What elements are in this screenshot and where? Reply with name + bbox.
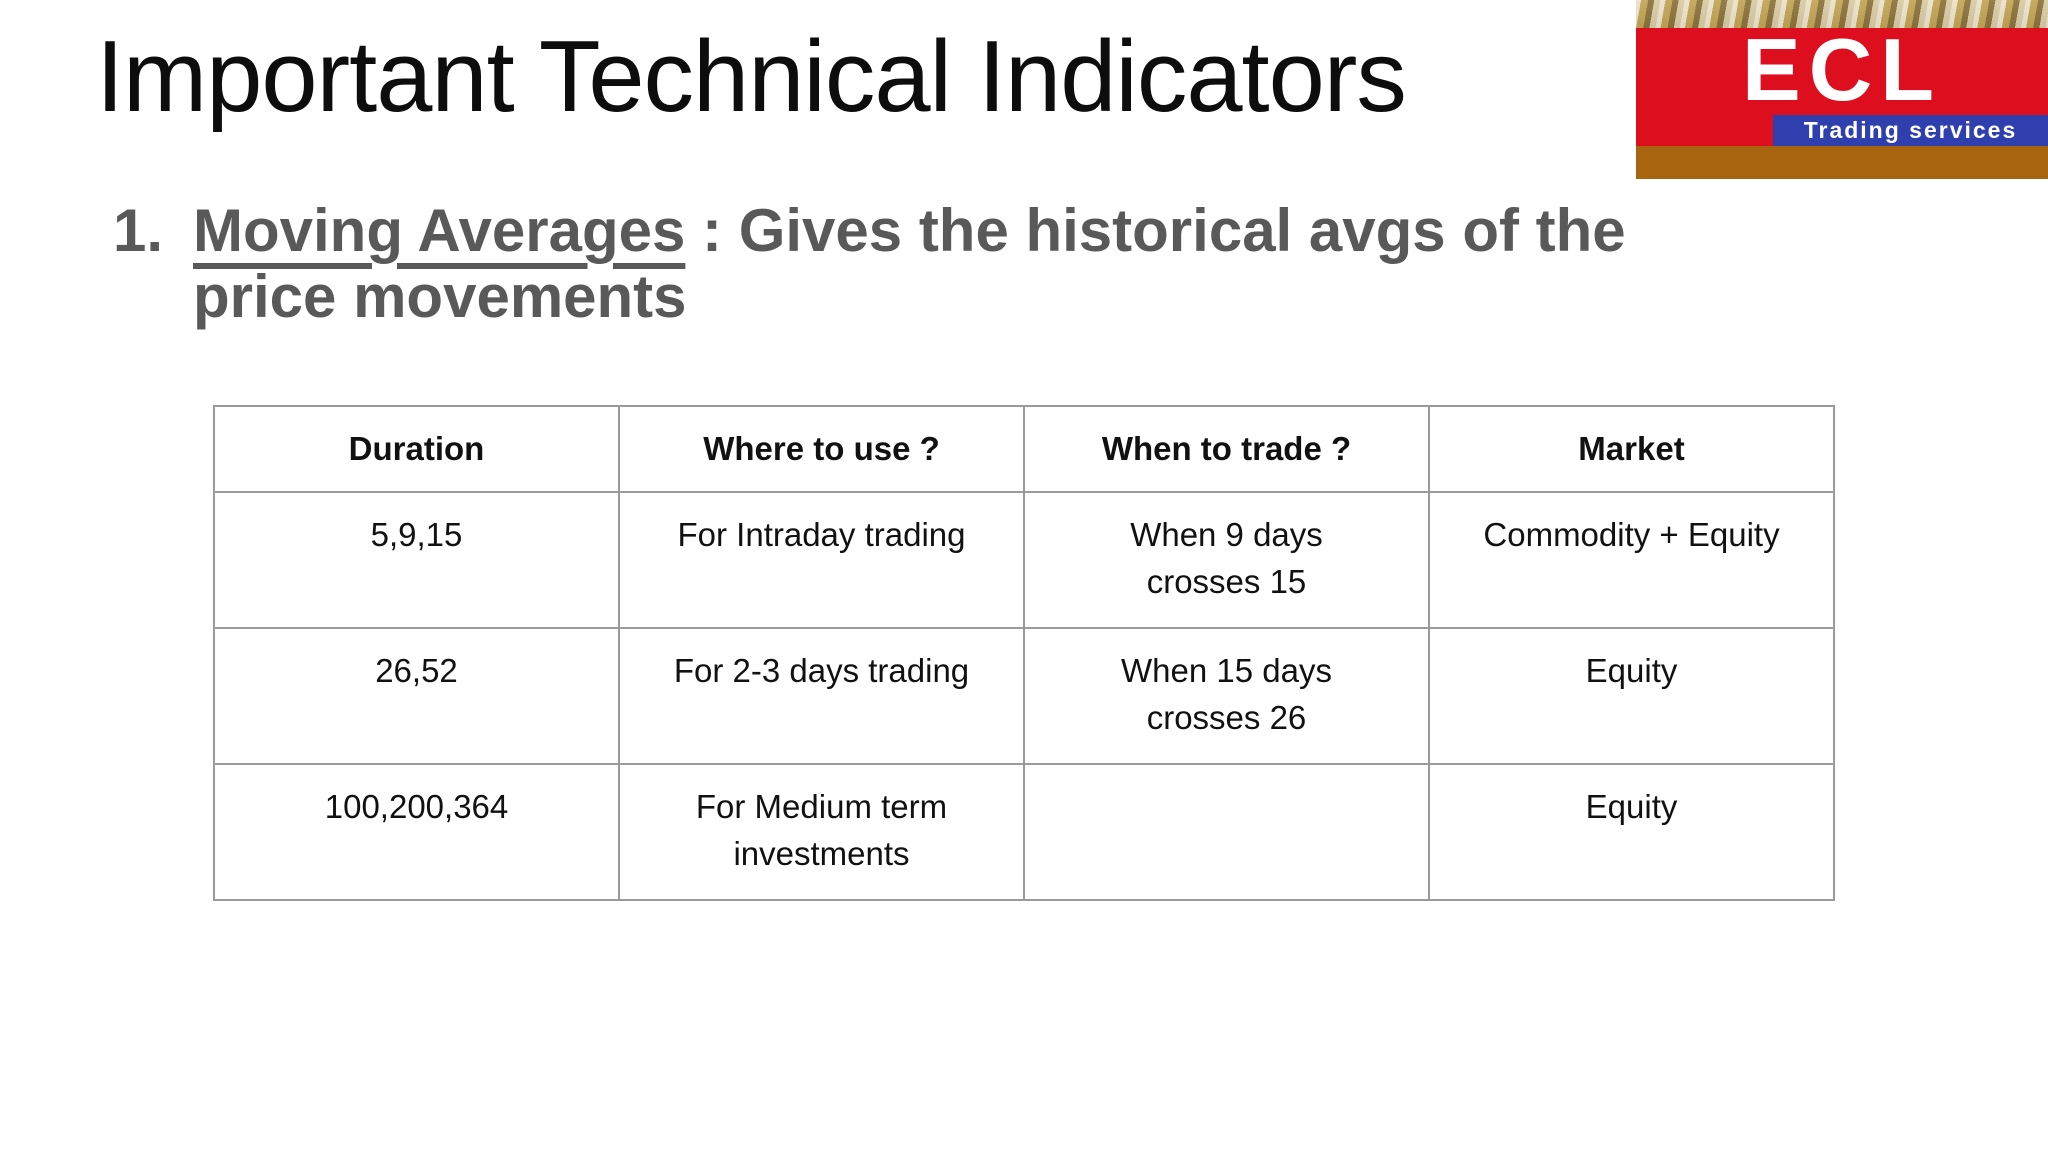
bullet-number: 1. <box>113 197 164 264</box>
bullet-item-moving-averages: 1. Moving Averages : Gives the historica… <box>113 198 1843 330</box>
logo-bottom-band <box>1636 146 2048 179</box>
table-cell: 26,52 <box>213 627 620 765</box>
table-cell: 5,9,15 <box>213 491 620 629</box>
table-header-cell: Market <box>1428 405 1835 493</box>
logo-tagline: Trading services <box>1773 115 2048 146</box>
table-row: 5,9,15 For Intraday trading When 9 days cr… <box>213 491 1835 629</box>
table-cell: Equity <box>1428 763 1835 901</box>
table-cell: Commodity + Equity <box>1428 491 1835 629</box>
table-cell: Equity <box>1428 627 1835 765</box>
bullet-text: Moving Averages : Gives the historical a… <box>193 198 1843 330</box>
table-row: 100,200,364 For Medium term investments Eq… <box>213 763 1835 901</box>
table-cell: For Medium term investments <box>618 763 1025 901</box>
bullet-term-underlined: Moving Averages <box>193 197 686 264</box>
bullet-rest-line1: : Gives the historical avgs of the <box>685 197 1626 264</box>
table-cell: When 9 days crosses 15 <box>1023 491 1430 629</box>
moving-averages-table: Duration Where to use ? When to trade ? Mar… <box>213 405 1835 901</box>
bullet-line2: price movements <box>193 263 687 330</box>
ecl-logo: ECL Trading services <box>1636 0 2048 179</box>
table-header-row: Duration Where to use ? When to trade ? Mar… <box>213 405 1835 493</box>
table-header-cell: Duration <box>213 405 620 493</box>
table-cell: When 15 days crosses 26 <box>1023 627 1430 765</box>
table-body: 5,9,15 For Intraday trading When 9 days cr… <box>213 491 1835 901</box>
logo-texture-band <box>1636 0 2048 28</box>
slide-title: Important Technical Indicators <box>96 21 1407 133</box>
table-header-cell: Where to use ? <box>618 405 1025 493</box>
table-row: 26,52 For 2-3 days trading When 15 days cr… <box>213 627 1835 765</box>
table-cell: For Intraday trading <box>618 491 1025 629</box>
logo-company-name: ECL <box>1742 20 1942 119</box>
table-cell: 100,200,364 <box>213 763 620 901</box>
table-cell: For 2-3 days trading <box>618 627 1025 765</box>
table-cell <box>1023 763 1430 901</box>
table-header-cell: When to trade ? <box>1023 405 1430 493</box>
